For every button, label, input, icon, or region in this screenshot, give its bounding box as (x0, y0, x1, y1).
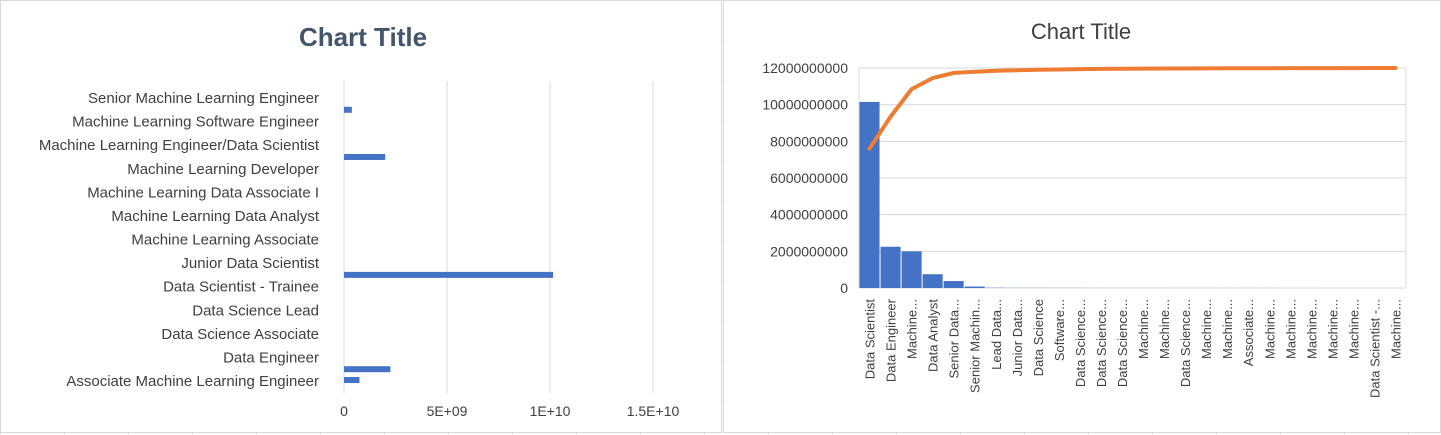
right-ytick-label: 10000000000 (762, 97, 848, 113)
left-category-label: Data Science Lead (192, 302, 319, 319)
left-category-label: Machine Learning Data Associate I (87, 184, 319, 201)
right-category-label: Machine... (1157, 299, 1172, 359)
right-category-label: Software... (1052, 299, 1067, 361)
right-ytick-label: 4000000000 (770, 207, 848, 223)
left-category-label: Junior Data Scientist (181, 255, 319, 272)
right-bar (880, 246, 901, 288)
right-category-label: Machine... (1262, 299, 1277, 359)
left-xtick-label: 1.5E+10 (627, 403, 680, 419)
right-bar (901, 251, 922, 288)
right-category-label: Machine... (1346, 299, 1361, 359)
right-ytick-label: 2000000000 (770, 243, 848, 259)
right-category-label: Data Science... (1073, 299, 1088, 387)
right-category-label: Associate... (1241, 299, 1256, 366)
right-chart-svg: Chart Title 0 2000000000 4000000000 6000000… (762, 19, 1407, 398)
right-category-label: Data Scientist (863, 299, 878, 380)
left-bar (344, 377, 360, 384)
right-ytick-label: 0 (840, 280, 848, 296)
right-ytick-label: 6000000000 (770, 170, 848, 186)
left-bar (344, 366, 391, 373)
right-category-label: Data Analyst (926, 299, 941, 372)
left-category-label: Machine Learning Engineer/Data Scientist (39, 137, 320, 154)
right-category-label: Machine... (905, 299, 920, 359)
right-bar (964, 286, 985, 288)
left-category-label: Machine Learning Associate (131, 232, 319, 249)
left-bar (344, 153, 386, 160)
left-bar (344, 106, 352, 113)
left-category-label: Data Scientist - Trainee (163, 279, 319, 296)
right-category-label: Machine... (1304, 299, 1319, 359)
right-category-label: Machine... (1325, 299, 1340, 359)
left-xtick-label: 1E+10 (530, 403, 571, 419)
right-category-label: Machine... (1199, 299, 1214, 359)
left-chart-svg: Chart Title Senior Machine Learning Engi… (39, 22, 680, 419)
right-category-label: Junior Data... (1010, 299, 1025, 376)
right-category-label: Data Science... (1115, 299, 1130, 387)
left-category-label: Associate Machine Learning Engineer (66, 373, 319, 390)
right-bar (922, 274, 943, 288)
left-bar-chart[interactable]: Chart Title Senior Machine Learning Engi… (0, 0, 722, 433)
right-category-label: Data Engineer (884, 298, 899, 382)
right-bar (943, 281, 964, 288)
left-category-label: Senior Machine Learning Engineer (88, 90, 319, 107)
right-category-label: Data Science... (1178, 299, 1193, 387)
left-category-label: Data Engineer (223, 349, 319, 366)
right-category-label: Data Science (1031, 299, 1046, 376)
right-category-label: Senior Data... (947, 299, 962, 379)
right-cumulative-line (867, 66, 1398, 151)
right-ytick-label: 8000000000 (770, 133, 848, 149)
left-category-label: Machine Learning Data Analyst (111, 208, 319, 225)
left-xtick-label: 5E+09 (427, 403, 468, 419)
left-chart-title: Chart Title (299, 22, 427, 52)
right-pareto-chart[interactable]: Chart Title 0 2000000000 4000000000 6000000… (723, 0, 1441, 433)
right-category-label: Machine... (1283, 299, 1298, 359)
left-category-label: Data Science Associate (161, 326, 319, 343)
right-ytick-label: 12000000000 (762, 60, 848, 76)
left-bar (344, 271, 554, 278)
right-category-label: Data Science... (1094, 299, 1109, 387)
right-category-label: Machine... (1136, 299, 1151, 359)
right-category-label: Senior Machin... (968, 299, 983, 393)
right-category-label: Machine... (1389, 299, 1404, 359)
left-category-label: Machine Learning Developer (127, 161, 319, 178)
left-category-label: Machine Learning Software Engineer (72, 114, 319, 131)
right-category-label: Lead Data... (989, 299, 1004, 370)
right-chart-title: Chart Title (1031, 19, 1131, 44)
left-xtick-label: 0 (340, 403, 348, 419)
right-category-label: Machine... (1220, 299, 1235, 359)
right-bar (859, 101, 880, 289)
right-category-label: Data Scientist -... (1367, 299, 1382, 398)
